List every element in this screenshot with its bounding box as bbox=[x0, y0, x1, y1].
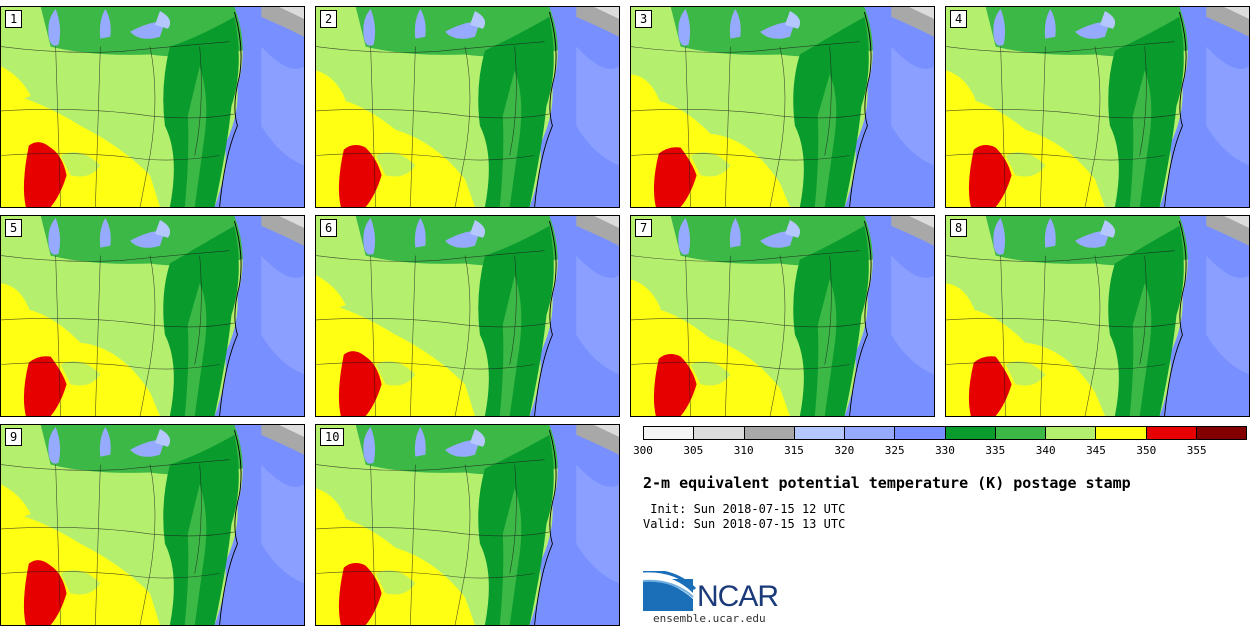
colorbar-tick-label: 330 bbox=[935, 444, 955, 457]
colorbar-segment bbox=[644, 427, 695, 439]
colorbar-tick-label: 310 bbox=[733, 444, 754, 457]
colorbar-segment bbox=[794, 427, 845, 439]
valid-time: Valid: Sun 2018-07-15 13 UTC bbox=[643, 517, 846, 531]
stamp-member-label: 1 bbox=[5, 10, 23, 28]
postage-stamp-map: 6 bbox=[315, 215, 620, 417]
stamp-member-label: 2 bbox=[320, 10, 338, 28]
colorbar-segment bbox=[1146, 427, 1197, 439]
colorbar-segment bbox=[945, 427, 996, 439]
stamp-member-label: 10 bbox=[320, 428, 345, 446]
colorbar-tick-label: 345 bbox=[1086, 444, 1106, 457]
postage-stamp-map: 3 bbox=[630, 6, 935, 208]
site-url: ensemble.ucar.edu bbox=[653, 612, 766, 625]
colorbar-segment bbox=[744, 427, 795, 439]
colorbar-tick-label: 305 bbox=[683, 444, 704, 457]
postage-stamp-map: 4 bbox=[945, 6, 1250, 208]
colorbar bbox=[643, 426, 1247, 440]
colorbar-segment bbox=[1046, 427, 1097, 439]
figure-title: 2-m equivalent potential temperature (K)… bbox=[643, 474, 1131, 492]
stamp-member-label: 8 bbox=[950, 219, 968, 237]
colorbar-segment bbox=[1196, 427, 1246, 439]
colorbar-tick-label: 325 bbox=[884, 444, 905, 457]
colorbar-segment bbox=[995, 427, 1046, 439]
stamp-member-label: 7 bbox=[635, 219, 653, 237]
colorbar-ticks: 300 305 310 315 320 325 330 335 340 345 350 355 bbox=[633, 444, 1260, 458]
colorbar-segment bbox=[845, 427, 896, 439]
ncar-logo-icon bbox=[643, 571, 697, 611]
stamp-member-label: 9 bbox=[5, 428, 23, 446]
stamp-member-label: 6 bbox=[320, 219, 338, 237]
postage-stamp-map: 2 bbox=[315, 6, 620, 208]
colorbar-tick-label: 355 bbox=[1186, 444, 1207, 457]
colorbar-tick-label: 335 bbox=[985, 444, 1006, 457]
postage-stamp-map: 5 bbox=[0, 215, 305, 417]
init-time: Init: Sun 2018-07-15 12 UTC bbox=[643, 502, 846, 516]
colorbar-tick-label: 340 bbox=[1035, 444, 1056, 457]
postage-stamp-map: 8 bbox=[945, 215, 1250, 417]
postage-stamp-map: 7 bbox=[630, 215, 935, 417]
colorbar-segment bbox=[1096, 427, 1147, 439]
colorbar-tick-label: 315 bbox=[784, 444, 804, 457]
stamp-member-label: 4 bbox=[950, 10, 968, 28]
colorbar-tick-label: 300 bbox=[633, 444, 653, 457]
postage-stamp-map: 9 bbox=[0, 424, 305, 626]
ncar-logo-text: NCAR bbox=[697, 580, 779, 613]
postage-stamp-map: 10 bbox=[315, 424, 620, 626]
colorbar-tick-label: 320 bbox=[834, 444, 855, 457]
colorbar-segment bbox=[694, 427, 745, 439]
colorbar-tick-label: 350 bbox=[1136, 444, 1157, 457]
postage-stamp-map: 1 bbox=[0, 6, 305, 208]
colorbar-segment bbox=[895, 427, 946, 439]
stamp-member-label: 3 bbox=[635, 10, 653, 28]
stamp-member-label: 5 bbox=[5, 219, 23, 237]
